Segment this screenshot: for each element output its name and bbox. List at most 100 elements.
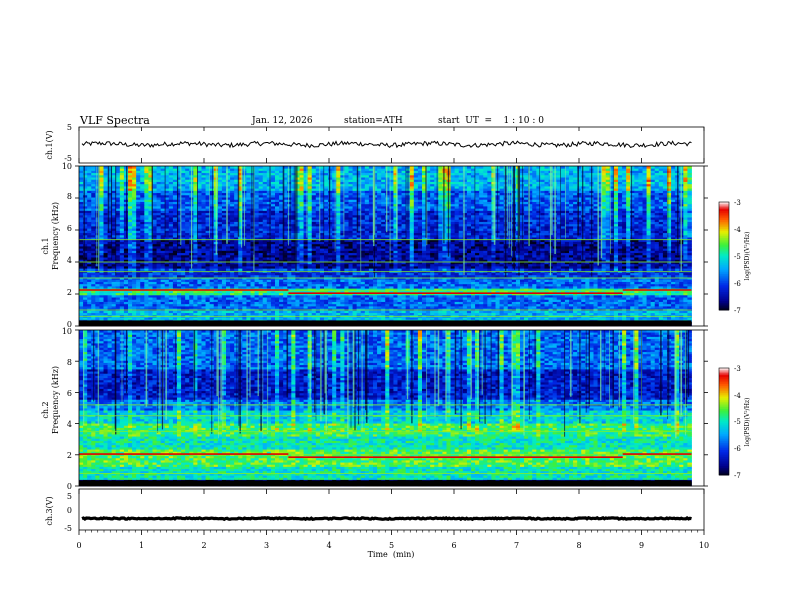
spectrogram-cell — [119, 310, 125, 314]
spectrogram-cell — [144, 170, 149, 174]
spectrogram-cell — [132, 281, 137, 285]
spectrogram-cell — [83, 297, 88, 300]
spectrogram-cell — [332, 252, 337, 256]
spectrogram-cell — [87, 194, 92, 198]
spectrogram-cell — [87, 294, 92, 298]
spectrogram-cell — [91, 281, 96, 285]
spectrogram-cell — [136, 259, 141, 262]
spectrogram-cell — [87, 166, 92, 169]
spectrogram-cell — [107, 170, 113, 174]
spectrogram-cell — [152, 232, 157, 236]
spectrogram-cell — [348, 272, 353, 276]
spectrogram-cell — [79, 241, 84, 245]
spectrogram-cell — [348, 281, 353, 285]
spectrogram-cell — [119, 252, 125, 256]
spectrogram-cell — [287, 232, 292, 236]
spectrogram-cell — [148, 312, 153, 316]
spectrogram-cell — [119, 266, 125, 269]
spectrogram-cell — [152, 250, 157, 254]
spectrogram-cell — [144, 312, 149, 316]
spectrogram-cell — [132, 183, 137, 187]
spectrogram-cell — [185, 246, 190, 249]
spectrogram-cell — [99, 214, 104, 218]
spectrogram-cell — [83, 192, 88, 196]
spectrogram-cell — [164, 281, 170, 285]
spectrogram-cell — [79, 186, 84, 189]
spectrogram-cell — [344, 212, 349, 216]
spectrogram-cell — [103, 317, 108, 320]
spectrogram-cell — [115, 199, 121, 202]
spectrogram-cell — [160, 223, 166, 227]
spectrogram-cell — [144, 172, 149, 176]
spectrogram-cell — [217, 292, 223, 296]
spectrogram-cell — [246, 252, 251, 256]
spectrogram-cell — [140, 266, 145, 269]
spectrogram-cell — [356, 301, 362, 305]
spectrogram-cell — [193, 281, 198, 285]
spectrogram-cell — [103, 306, 108, 309]
spectrogram-cell — [291, 272, 296, 276]
spectrogram-cell — [185, 228, 190, 231]
spectrogram-cell — [140, 237, 145, 240]
spectrogram-cell — [258, 312, 264, 316]
spectrogram-cell — [111, 312, 117, 316]
spectrogram-cell — [83, 170, 88, 174]
spectrogram-cell — [103, 239, 108, 242]
spectrogram-cell — [172, 294, 178, 298]
spectrogram-cell — [115, 174, 121, 178]
spectrogram-cell — [119, 261, 125, 265]
spectrogram-cell — [181, 312, 186, 316]
spectrogram-cell — [148, 254, 153, 258]
spectrogram-cell — [217, 192, 223, 196]
spectrogram-cell — [181, 223, 186, 227]
spectrogram-cell — [185, 254, 190, 258]
spectrogram-cell — [99, 257, 104, 260]
spectrogram-cell — [266, 181, 272, 185]
station-label: station=ATH — [344, 116, 403, 126]
spectrogram-cell — [115, 243, 121, 247]
spectrogram-cell — [152, 283, 157, 287]
spectrogram-cell — [164, 190, 170, 194]
spectrogram-cell — [160, 301, 166, 305]
spectrogram-cell — [156, 206, 162, 209]
spectrogram-cell — [91, 234, 96, 238]
spectrogram-cell — [148, 303, 153, 307]
spectrogram-cell — [119, 297, 125, 300]
spectrogram-cell — [168, 283, 174, 287]
spectrogram-cell — [144, 279, 149, 282]
spectrogram-cell — [205, 312, 211, 316]
spectrogram-cell — [177, 263, 182, 267]
spectrogram-cell — [115, 310, 121, 314]
spectrogram-cell — [103, 279, 108, 282]
spectrogram-cell — [136, 254, 141, 258]
spectrogram-cell — [132, 168, 137, 171]
spectrogram-cell — [99, 292, 104, 296]
spectrogram-cell — [132, 283, 137, 287]
spectrogram-cell — [123, 297, 129, 300]
spectrogram-cell — [328, 281, 333, 285]
spectrogram-cell — [172, 274, 178, 278]
spectrogram-cell — [152, 292, 157, 296]
spectrogram-cell — [144, 194, 149, 198]
spectrogram-cell — [103, 297, 108, 300]
spectrogram-cell — [87, 246, 92, 249]
spectrogram-cell — [156, 248, 162, 251]
spectrogram-cell — [91, 283, 96, 287]
spectrogram-cell — [140, 183, 145, 187]
spectrogram-cell — [136, 310, 141, 314]
spectrogram-cell — [148, 183, 153, 187]
spectrogram-cell — [111, 266, 117, 269]
spectrogram-cell — [115, 170, 121, 174]
spectrogram-cell — [83, 179, 88, 182]
spectrogram-cell — [87, 263, 92, 267]
spectrogram-cell — [99, 297, 104, 300]
spectrogram-cell — [164, 192, 170, 196]
spectrogram-cell — [132, 317, 137, 320]
spectrogram-cell — [221, 181, 227, 185]
spectrogram-cell — [185, 181, 190, 185]
spectrogram-cell — [144, 290, 149, 294]
spectrogram-cell — [111, 210, 117, 214]
spectrogram-cell — [177, 297, 182, 300]
spectrogram-cell — [181, 263, 186, 267]
spectrogram-cell — [144, 181, 149, 185]
